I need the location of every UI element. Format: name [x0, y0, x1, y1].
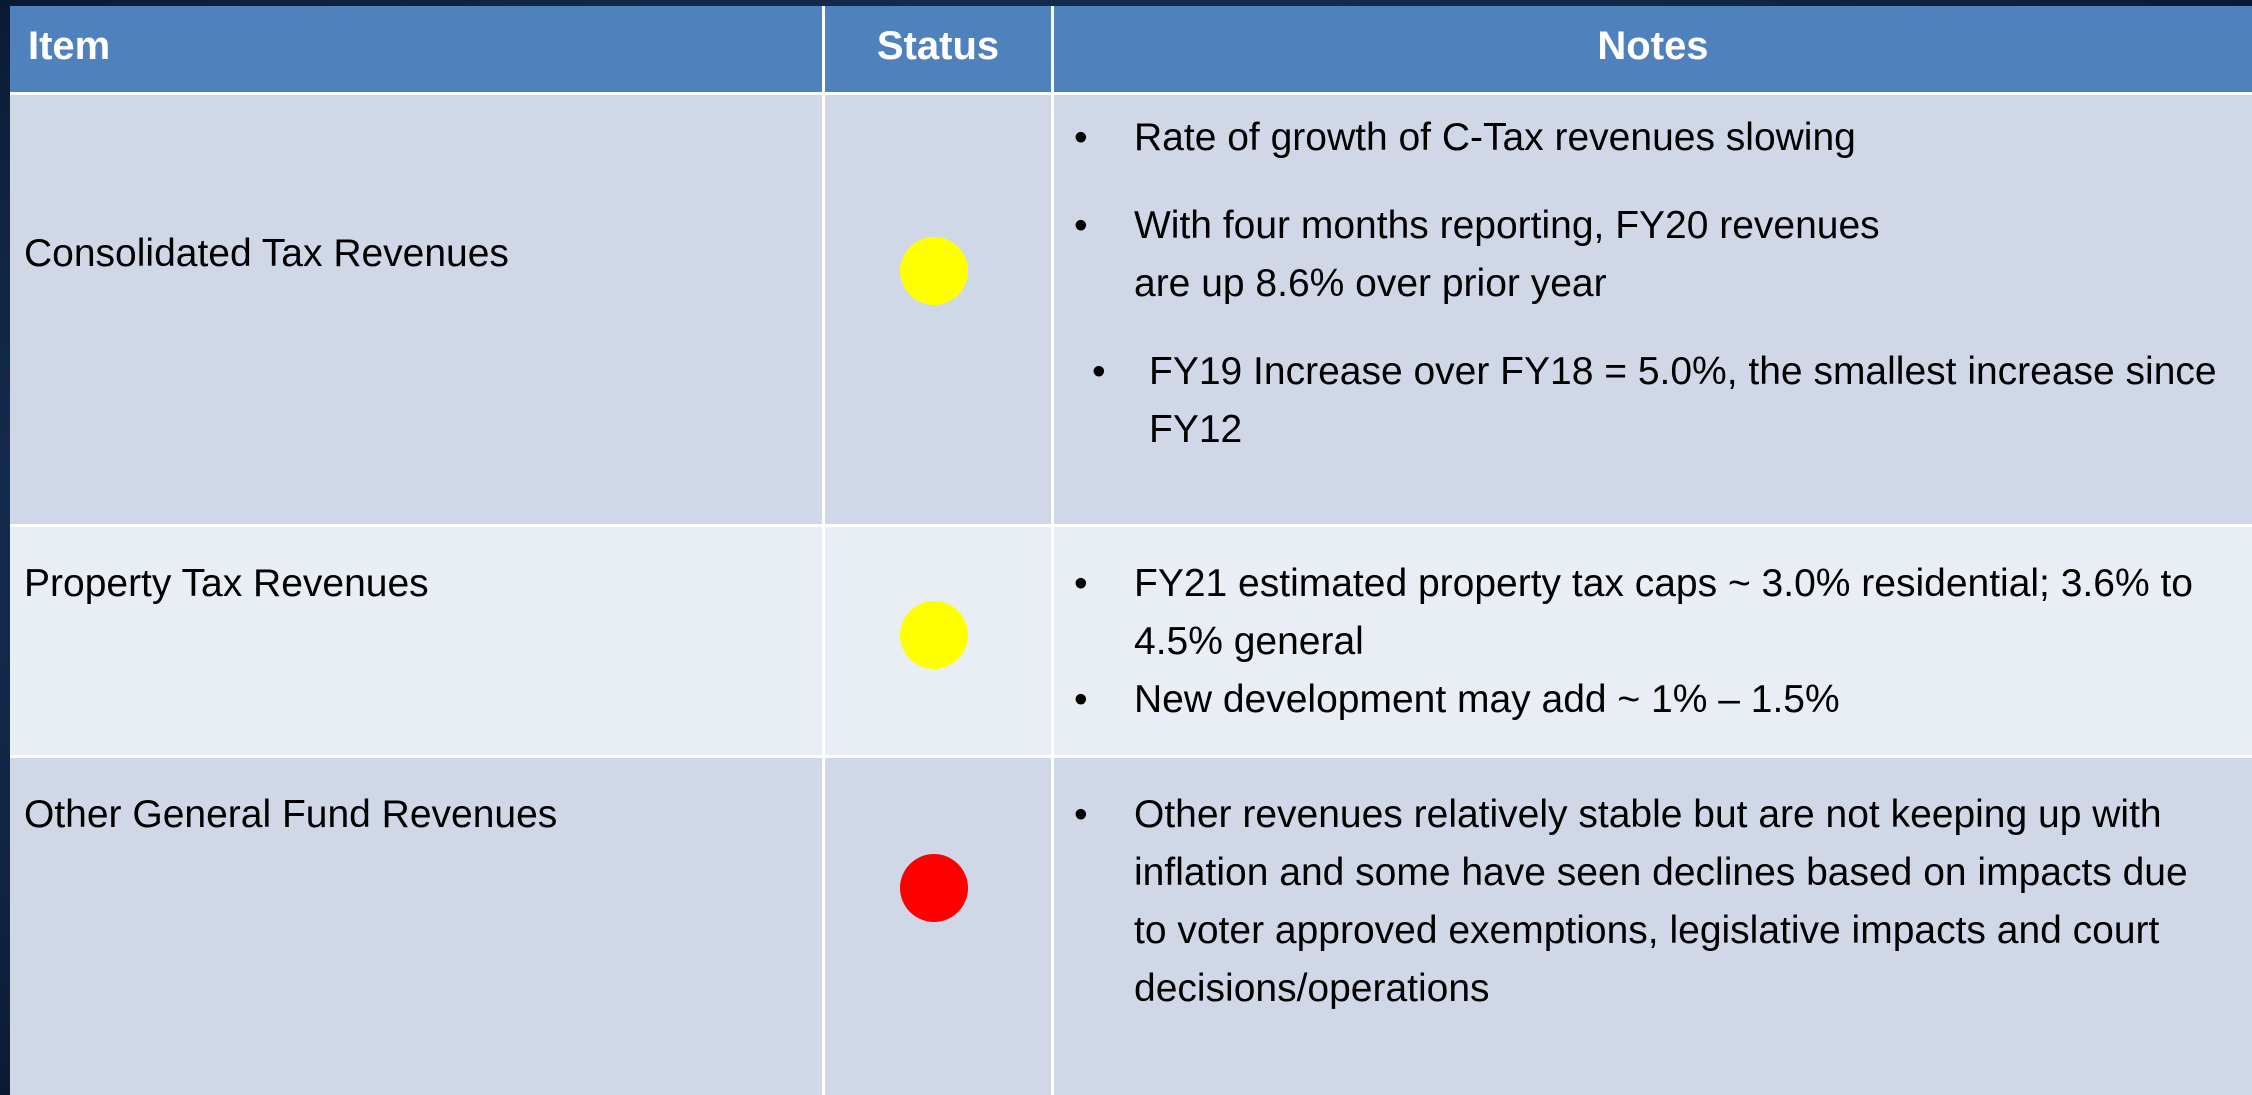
header-cell: Status: [825, 6, 1051, 92]
note: Other revenues relatively stable but are…: [1054, 786, 2222, 1018]
notes-cell: Rate of growth of C-Tax revenues slowing…: [1054, 95, 2252, 524]
status-cell: [825, 95, 1051, 524]
status-indicator: [900, 237, 968, 305]
header-cell: Notes: [1054, 6, 2252, 92]
notes-cell: Other revenues relatively stable but are…: [1054, 758, 2252, 1095]
item-cell: Consolidated Tax Revenues: [10, 95, 822, 524]
notes-list: Rate of growth of C-Tax revenues slowing…: [1054, 109, 2222, 459]
notes-list: Other revenues relatively stable but are…: [1054, 786, 2222, 1018]
sub-note: FY19 Increase over FY18 = 5.0%, the smal…: [1054, 343, 2222, 459]
status-indicator: [900, 601, 968, 669]
item-cell: Other General Fund Revenues: [10, 758, 822, 1095]
note: Rate of growth of C-Tax revenues slowing: [1054, 109, 2222, 167]
status-icon: [900, 854, 968, 922]
status-indicator: [900, 854, 968, 922]
status-cell: [825, 758, 1051, 1095]
table: Item Status Notes Consolidated Tax Revenues…: [10, 6, 2252, 1095]
note: FY21 estimated property tax caps ~ 3.0% …: [1054, 555, 2222, 671]
status-cell: [825, 527, 1051, 755]
notes-list: FY21 estimated property tax caps ~ 3.0% …: [1054, 555, 2222, 729]
status-icon: [900, 601, 968, 669]
notes-cell: FY21 estimated property tax caps ~ 3.0% …: [1054, 527, 2252, 755]
header-cell: Item: [10, 6, 822, 92]
item-cell: Property Tax Revenues: [10, 527, 822, 755]
status-icon: [900, 237, 968, 305]
note: With four months reporting, FY20 revenue…: [1054, 197, 2222, 313]
note: New development may add ~ 1% – 1.5%: [1054, 671, 2222, 729]
